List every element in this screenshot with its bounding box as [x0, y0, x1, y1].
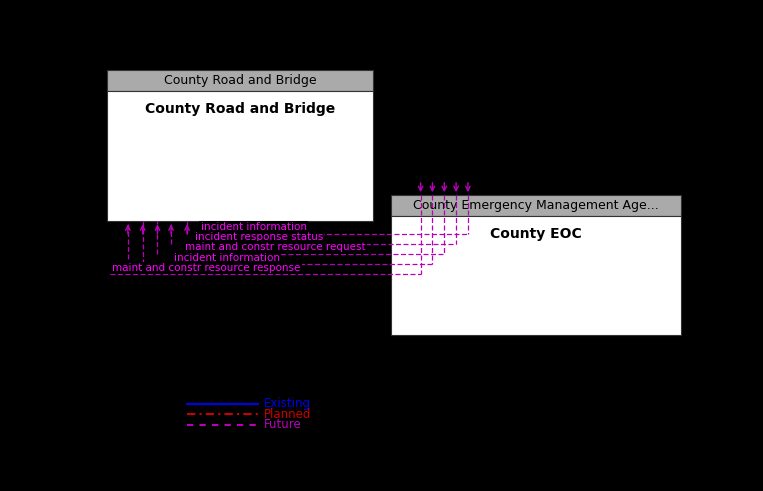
Text: incident response status: incident response status [195, 232, 323, 242]
Bar [107, 91, 373, 221]
Text: Existing: Existing [264, 397, 311, 410]
Text: incident information: incident information [201, 222, 307, 232]
Text: Planned: Planned [264, 408, 311, 421]
Text: County Emergency Management Age...: County Emergency Management Age... [413, 199, 658, 212]
Text: maint and constr resource response: maint and constr resource response [112, 263, 301, 273]
Bar [391, 216, 681, 335]
Text: County EOC: County EOC [490, 227, 581, 241]
Text: incident information: incident information [174, 253, 280, 263]
Text: County Road and Bridge: County Road and Bridge [164, 74, 317, 87]
Text: maint and constr resource request: maint and constr resource request [185, 243, 365, 252]
Text: Future: Future [264, 418, 301, 431]
Text: County Road and Bridge: County Road and Bridge [145, 103, 336, 116]
Bar [391, 195, 681, 216]
Bar [107, 70, 373, 91]
